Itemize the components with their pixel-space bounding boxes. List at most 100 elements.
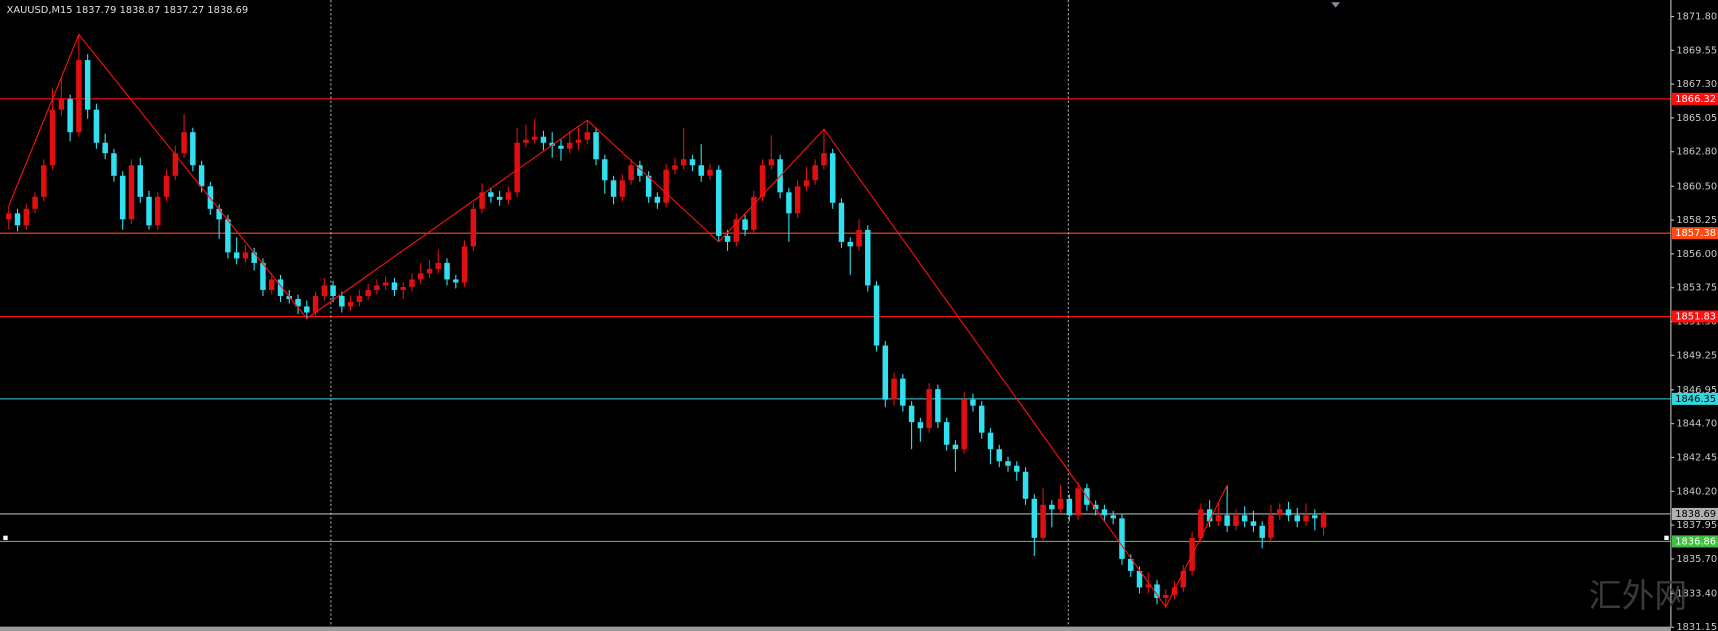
candle-body — [873, 285, 880, 346]
candle-body — [680, 159, 687, 166]
candle-body — [339, 295, 345, 307]
candle-body — [488, 192, 494, 197]
candle-body — [549, 142, 555, 146]
candle-body — [1163, 594, 1169, 598]
candle-body — [251, 252, 257, 263]
candle-body — [49, 109, 56, 166]
candle-body — [505, 192, 512, 200]
scrollbar — [0, 626, 1671, 631]
candle-body — [1233, 515, 1239, 526]
candle-body — [444, 262, 450, 280]
candle-body — [1320, 513, 1327, 528]
y-tick-label: 1869.55 — [1676, 45, 1717, 56]
candle-body — [1294, 515, 1301, 522]
watermark: 汇外网 — [1589, 576, 1688, 615]
y-tick-label: 1831.15 — [1676, 622, 1717, 631]
candle-body — [1206, 509, 1213, 522]
level-label-box — [1671, 507, 1718, 520]
candle-body — [268, 279, 275, 290]
candle-body — [759, 165, 766, 197]
candle-body — [689, 159, 696, 166]
y-tick-label: 1846.95 — [1676, 385, 1717, 396]
level-label-box — [1671, 92, 1718, 105]
candle-body — [382, 282, 389, 286]
level-labels: 1866.32 1857.38 1851.83 1846.35 1838.69 1836.… — [1671, 92, 1718, 548]
candle-body — [1154, 584, 1160, 598]
candle-body — [374, 285, 380, 290]
candle-body — [146, 196, 152, 226]
level-label: 1857.38 — [1675, 228, 1716, 239]
candle-body — [426, 268, 433, 274]
candle-body — [102, 142, 108, 154]
price-axis: 1871.80 1869.55 1867.30 1865.05 1862.80 1860.… — [1670, 12, 1717, 631]
candle-body — [996, 449, 1002, 462]
candle-body — [93, 109, 100, 143]
candle-body — [1250, 521, 1257, 526]
candle-body — [917, 422, 924, 429]
y-tick-label: 1842.45 — [1676, 452, 1717, 463]
candle-body — [698, 165, 704, 176]
candle-body — [1057, 498, 1064, 510]
candle-body — [768, 159, 775, 166]
candle-body — [84, 60, 91, 110]
candle-body — [1259, 525, 1265, 538]
candle-body — [584, 132, 591, 140]
candle-body — [198, 165, 205, 187]
candle-body — [1215, 515, 1222, 522]
y-tick-label: 1860.50 — [1676, 181, 1717, 192]
level-handle — [3, 535, 8, 541]
candle-body — [111, 153, 117, 176]
y-tick-label: 1865.05 — [1676, 113, 1717, 124]
candle-body — [575, 139, 582, 143]
candle-body — [882, 345, 889, 400]
candle-body — [1312, 515, 1318, 519]
candle-body — [277, 279, 284, 296]
levels — [0, 98, 1671, 543]
candle-body — [23, 208, 30, 226]
candle-body — [1276, 509, 1283, 516]
candle-body — [926, 389, 932, 429]
candle-body — [1180, 570, 1187, 588]
candle-body — [1066, 498, 1073, 516]
candle-body — [1171, 587, 1178, 595]
candle-body — [900, 378, 906, 406]
candle-body — [1145, 584, 1151, 588]
candle-body — [190, 132, 196, 166]
candle-body — [1198, 509, 1204, 538]
candle-body — [593, 132, 599, 160]
candle-body — [1127, 558, 1134, 571]
candle-body — [496, 196, 503, 200]
level-label: 1866.32 — [1675, 94, 1716, 105]
candle-body — [1031, 498, 1038, 538]
candle-body — [829, 153, 836, 203]
candle-body — [391, 282, 398, 290]
candle-body — [312, 295, 319, 313]
candle-body — [987, 432, 994, 450]
candle-body — [295, 298, 301, 307]
candle-body — [812, 165, 818, 181]
zigzag — [8, 33, 1228, 609]
candle-body — [470, 208, 477, 247]
candle-body — [417, 273, 424, 280]
y-tick-label: 1835.70 — [1676, 554, 1717, 565]
candle-body — [347, 301, 354, 307]
candle-body — [304, 306, 310, 313]
candle-body — [645, 175, 652, 197]
candle-body — [654, 196, 661, 203]
candle-body — [119, 175, 126, 220]
candle-body — [803, 180, 810, 187]
candle-body — [1101, 509, 1108, 516]
candle-body — [716, 169, 722, 236]
y-tick-label: 1867.30 — [1676, 79, 1717, 90]
candle-body — [707, 169, 713, 176]
candle-body — [619, 180, 626, 197]
candle-body — [672, 165, 678, 170]
y-tick-label: 1856.00 — [1676, 249, 1717, 260]
candle-body — [435, 262, 442, 269]
candle-body — [76, 60, 82, 133]
y-tick-label: 1833.40 — [1676, 588, 1717, 599]
candle-body — [225, 219, 231, 253]
